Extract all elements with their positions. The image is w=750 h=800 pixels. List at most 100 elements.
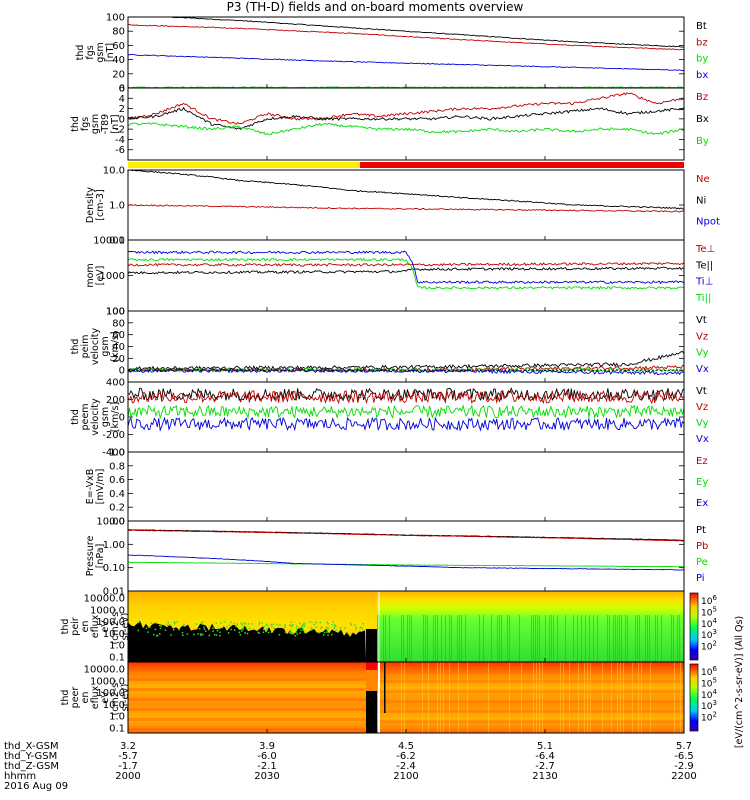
ion-spec-speck [181,631,184,634]
electron-spec-stripe [641,662,642,733]
ion-spec-stripe [577,615,578,662]
ion-spec-speck [361,628,364,630]
ion-spec-speck [218,627,220,630]
panel-6-tick-label: 200 [106,395,125,406]
panel-1-tick-label: 100 [106,13,125,24]
panel-4-tick-label: 1000 [100,271,125,282]
panel-8-ylabel: [nPa] [95,544,106,569]
ion-spec-stripe [509,615,510,662]
panel-4-ylabel: mom [85,263,96,287]
electron-spec-stripe [584,662,585,733]
ion-spec-speck [303,623,306,625]
ion-spec-speck [203,626,205,629]
electron-spec-band [377,690,684,693]
panel-4-frame [127,239,685,312]
ion-spec-speck [183,623,185,625]
ion-spec-speck [178,628,180,631]
panel-9-ylabel: eflux [90,614,101,638]
xaxis-tick-label: -6.4 [535,751,555,762]
panel-8-legend-1: Pt [696,525,706,536]
ion-spec-speck [298,627,301,629]
ion-spec-stripe [389,615,390,662]
ion-spec-speck [137,629,139,632]
panel-1-legend-2: bz [696,37,708,48]
ion-spec-speck [242,625,244,627]
panel-3-legend-3: Npot [696,217,720,228]
ion-spec-speck [350,633,352,635]
panel-10-ylabel: peer [70,687,81,709]
panel-1-series-bz [128,24,685,51]
ion-spec-speck [138,621,140,624]
ion-spec-speck [176,621,178,623]
panel-2-tick-label: 2 [119,104,125,115]
panel-5-tick-label: 40 [112,342,125,353]
ion-spec-speck [235,625,237,628]
panel-4-legend-4: Ti|| [695,293,711,304]
ion-spec-speck [242,628,244,630]
panel-6-ylabel: thd [70,409,81,425]
panel-2-ylabel: [nT] [110,114,121,133]
ion-spec-speck [326,629,329,631]
xaxis-tick-label: -5.7 [118,751,138,762]
ion-spec-speck [313,623,315,626]
electron-spec-transition-top [366,662,377,670]
panel-5-legend-2: Vz [696,331,708,342]
panel-8-tick-label: 0.01 [103,587,125,598]
ion-spec-speck [355,626,357,629]
electron-spec-band [128,718,366,721]
ion-spec-speck [147,631,149,633]
panel-10-ylabel: thd [60,690,71,706]
ion-spec-speck [149,626,151,628]
electron-spec-stripe [437,662,438,733]
ion-spec-speck [202,633,204,636]
ion-spec-speck [288,632,291,634]
colorbar-1-tick: 103 [701,628,717,641]
electron-spec-stripe [449,662,450,733]
electron-spec-stripe [467,662,468,733]
panel-6-legend-1: Vt [696,386,707,397]
ion-spec-speck [230,628,233,631]
ion-spec-stripe [615,615,616,662]
panel-5-tick-label: 0 [119,366,125,377]
ion-spec-speck [230,621,232,624]
xaxis-tick-label: -6.5 [674,751,694,762]
electron-spec-stripe [404,662,405,733]
panel-2-ylabel: -T89 [100,114,111,134]
panel-2-tick-label: 6 [119,84,125,95]
panel-8-legend-2: Pb [696,541,708,552]
panel-6-ylabel: peem [80,404,91,431]
ion-spec-speck [223,621,226,623]
xaxis-tick-label: 2000 [115,771,140,782]
panel-9-tick-label: 10000.0 [84,594,125,605]
ion-spec-speck [289,624,291,627]
panel-3-tick-label: 10.0 [103,166,125,177]
electron-spec-stripe [620,662,621,733]
xaxis-row-label: thd_Y-GSM [4,751,57,762]
ion-spec-stripe [585,615,586,662]
ion-spec-stripe [649,615,650,662]
panel-2-tick-label: -2 [115,125,125,136]
ion-spec-speck [219,631,221,633]
panel-3-tick-label: 1.0 [109,201,125,212]
ion-spec-speck [215,622,217,624]
ion-spec-stripe [557,615,558,662]
electron-spec-stripe [680,662,681,733]
electron-spec-stripe [533,662,534,733]
panel-9-ylabel: (cm2-s- [110,608,121,644]
panel-2-legend-3: By [696,136,709,147]
ion-spec-speck [182,634,184,636]
electron-spec-band [377,680,684,683]
ion-spec-speck [201,623,203,625]
panel-9-ylabel: eV [100,620,111,633]
panel-3-legend-1: Ne [696,174,710,185]
ion-spec-stripe [647,615,648,662]
ion-spec-stripe [507,615,508,662]
ion-spec-speck [245,627,248,629]
ion-spec-speck [195,623,198,625]
panel-2-tick-label: 0 [119,114,125,125]
panel-9-tick-label: 10.0 [103,629,125,640]
ion-spec-speck [339,627,342,629]
panel-6-ylabel: [km/s] [110,402,121,432]
xaxis-tick-label: -1.7 [118,761,138,772]
ion-spec-speck [243,622,245,624]
